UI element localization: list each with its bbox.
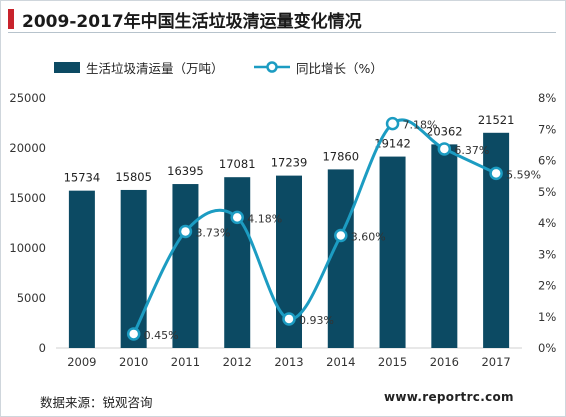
y-left-tick-label: 5000: [17, 291, 46, 305]
y-right-tick-label: 3%: [538, 247, 556, 261]
x-tick-label: 2016: [430, 355, 459, 369]
bar-value-label: 15805: [115, 170, 152, 184]
y-right-tick-label: 2%: [538, 279, 556, 293]
growth-marker: [437, 142, 452, 156]
bar-value-label: 19142: [374, 137, 411, 151]
x-tick-label: 2015: [378, 355, 407, 369]
legend-line-swatch: [254, 61, 290, 73]
growth-marker: [334, 228, 348, 243]
growth-value-label: 0.45%: [144, 329, 179, 342]
bar-value-label: 16395: [167, 164, 204, 178]
y-left-tick-label: 0: [39, 341, 46, 355]
y-left-tick-label: 20000: [9, 141, 46, 155]
growth-value-label: 5.59%: [506, 168, 541, 181]
x-tick-label: 2009: [67, 355, 96, 369]
bar-value-label: 17081: [219, 157, 256, 171]
growth-value-label: 7.18%: [403, 119, 438, 132]
x-tick-label: 2014: [326, 355, 355, 369]
growth-value-label: 0.93%: [299, 314, 334, 327]
bar: [327, 169, 354, 348]
growth-marker: [230, 210, 244, 225]
growth-value-label: 6.37%: [454, 144, 489, 157]
y-left-tick-label: 25000: [9, 91, 46, 105]
y-right-tick-label: 6%: [538, 154, 556, 168]
growth-value-label: 3.60%: [351, 231, 386, 244]
growth-line-group: [126, 116, 503, 341]
y-right-tick-label: 4%: [538, 216, 556, 230]
bar-value-label: 15734: [64, 171, 101, 185]
x-tick-label: 2013: [274, 355, 303, 369]
bar-value-label: 21521: [478, 113, 515, 127]
bar: [120, 189, 147, 348]
bar: [172, 184, 199, 348]
y-right-tick-label: 8%: [538, 91, 556, 105]
growth-marker: [178, 224, 193, 239]
bar-value-label: 17239: [271, 156, 308, 170]
x-tick-label: 2011: [171, 355, 200, 369]
bar-value-label: 20362: [426, 124, 463, 138]
bar-value-label: 17860: [322, 149, 359, 163]
data-source-note: 数据来源：锐观咨询: [40, 395, 153, 410]
x-tick-label: 2012: [223, 355, 252, 369]
bar: [483, 132, 510, 348]
bar: [379, 156, 406, 348]
growth-value-label: 3.73%: [195, 226, 230, 239]
bar: [68, 190, 95, 348]
growth-labels-group: 0.45% 3.73% 4.18% 0.93% 3.60% 7.18% 6.37% 5.59%: [144, 119, 541, 342]
y-right-tick-label: 7%: [538, 122, 556, 136]
x-tick-label: 2017: [481, 355, 510, 369]
website-url: www.reportrc.com: [384, 390, 514, 404]
bars-group: [68, 132, 510, 348]
chart-legend: 生活垃圾清运量（万吨） 同比增长（%）: [0, 56, 566, 78]
bar-labels-group: 15734 15805 16395 17081 17239 17860 19142 20362…: [64, 113, 515, 185]
bar: [224, 177, 251, 348]
chart-plot: 0 5000 10000 15000 20000 25000 0% 1% 2% 3% 4% 5% 6% 7…: [9, 91, 556, 369]
legend-bar-label: 生活垃圾清运量（万吨）: [86, 60, 224, 76]
title-accent-marker: [8, 9, 14, 29]
growth-value-label: 4.18%: [247, 212, 282, 225]
y-right-tick-label: 5%: [538, 185, 556, 199]
y-left-tick-label: 15000: [9, 191, 46, 205]
growth-marker: [385, 116, 400, 131]
growth-marker: [126, 327, 141, 341]
bar: [431, 144, 458, 348]
y-left-tick-label: 10000: [9, 241, 46, 255]
title-divider: [8, 32, 556, 33]
growth-marker: [489, 166, 503, 181]
growth-marker: [282, 312, 296, 326]
axes-group: 0 5000 10000 15000 20000 25000 0% 1% 2% 3% 4% 5% 6% 7…: [9, 91, 556, 369]
legend-line-label: 同比增长（%）: [296, 60, 383, 76]
chart-title: 2009-2017年中国生活垃圾清运量变化情况: [22, 12, 362, 32]
y-right-tick-label: 0%: [538, 341, 556, 355]
y-right-tick-label: 1%: [538, 310, 556, 324]
x-tick-label: 2010: [119, 355, 148, 369]
legend-item-line: 同比增长（%）: [254, 56, 383, 78]
legend-item-bar: 生活垃圾清运量（万吨）: [54, 56, 224, 78]
legend-bar-swatch: [54, 61, 80, 73]
